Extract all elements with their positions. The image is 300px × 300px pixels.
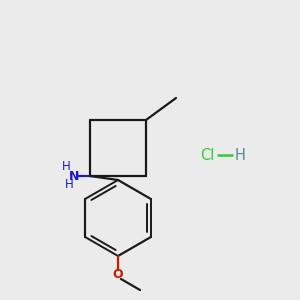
Text: H: H	[235, 148, 246, 163]
Text: H: H	[64, 178, 74, 191]
Text: N: N	[69, 169, 79, 182]
Text: H: H	[61, 160, 70, 173]
Text: Cl: Cl	[200, 148, 214, 163]
Text: O: O	[113, 268, 123, 281]
